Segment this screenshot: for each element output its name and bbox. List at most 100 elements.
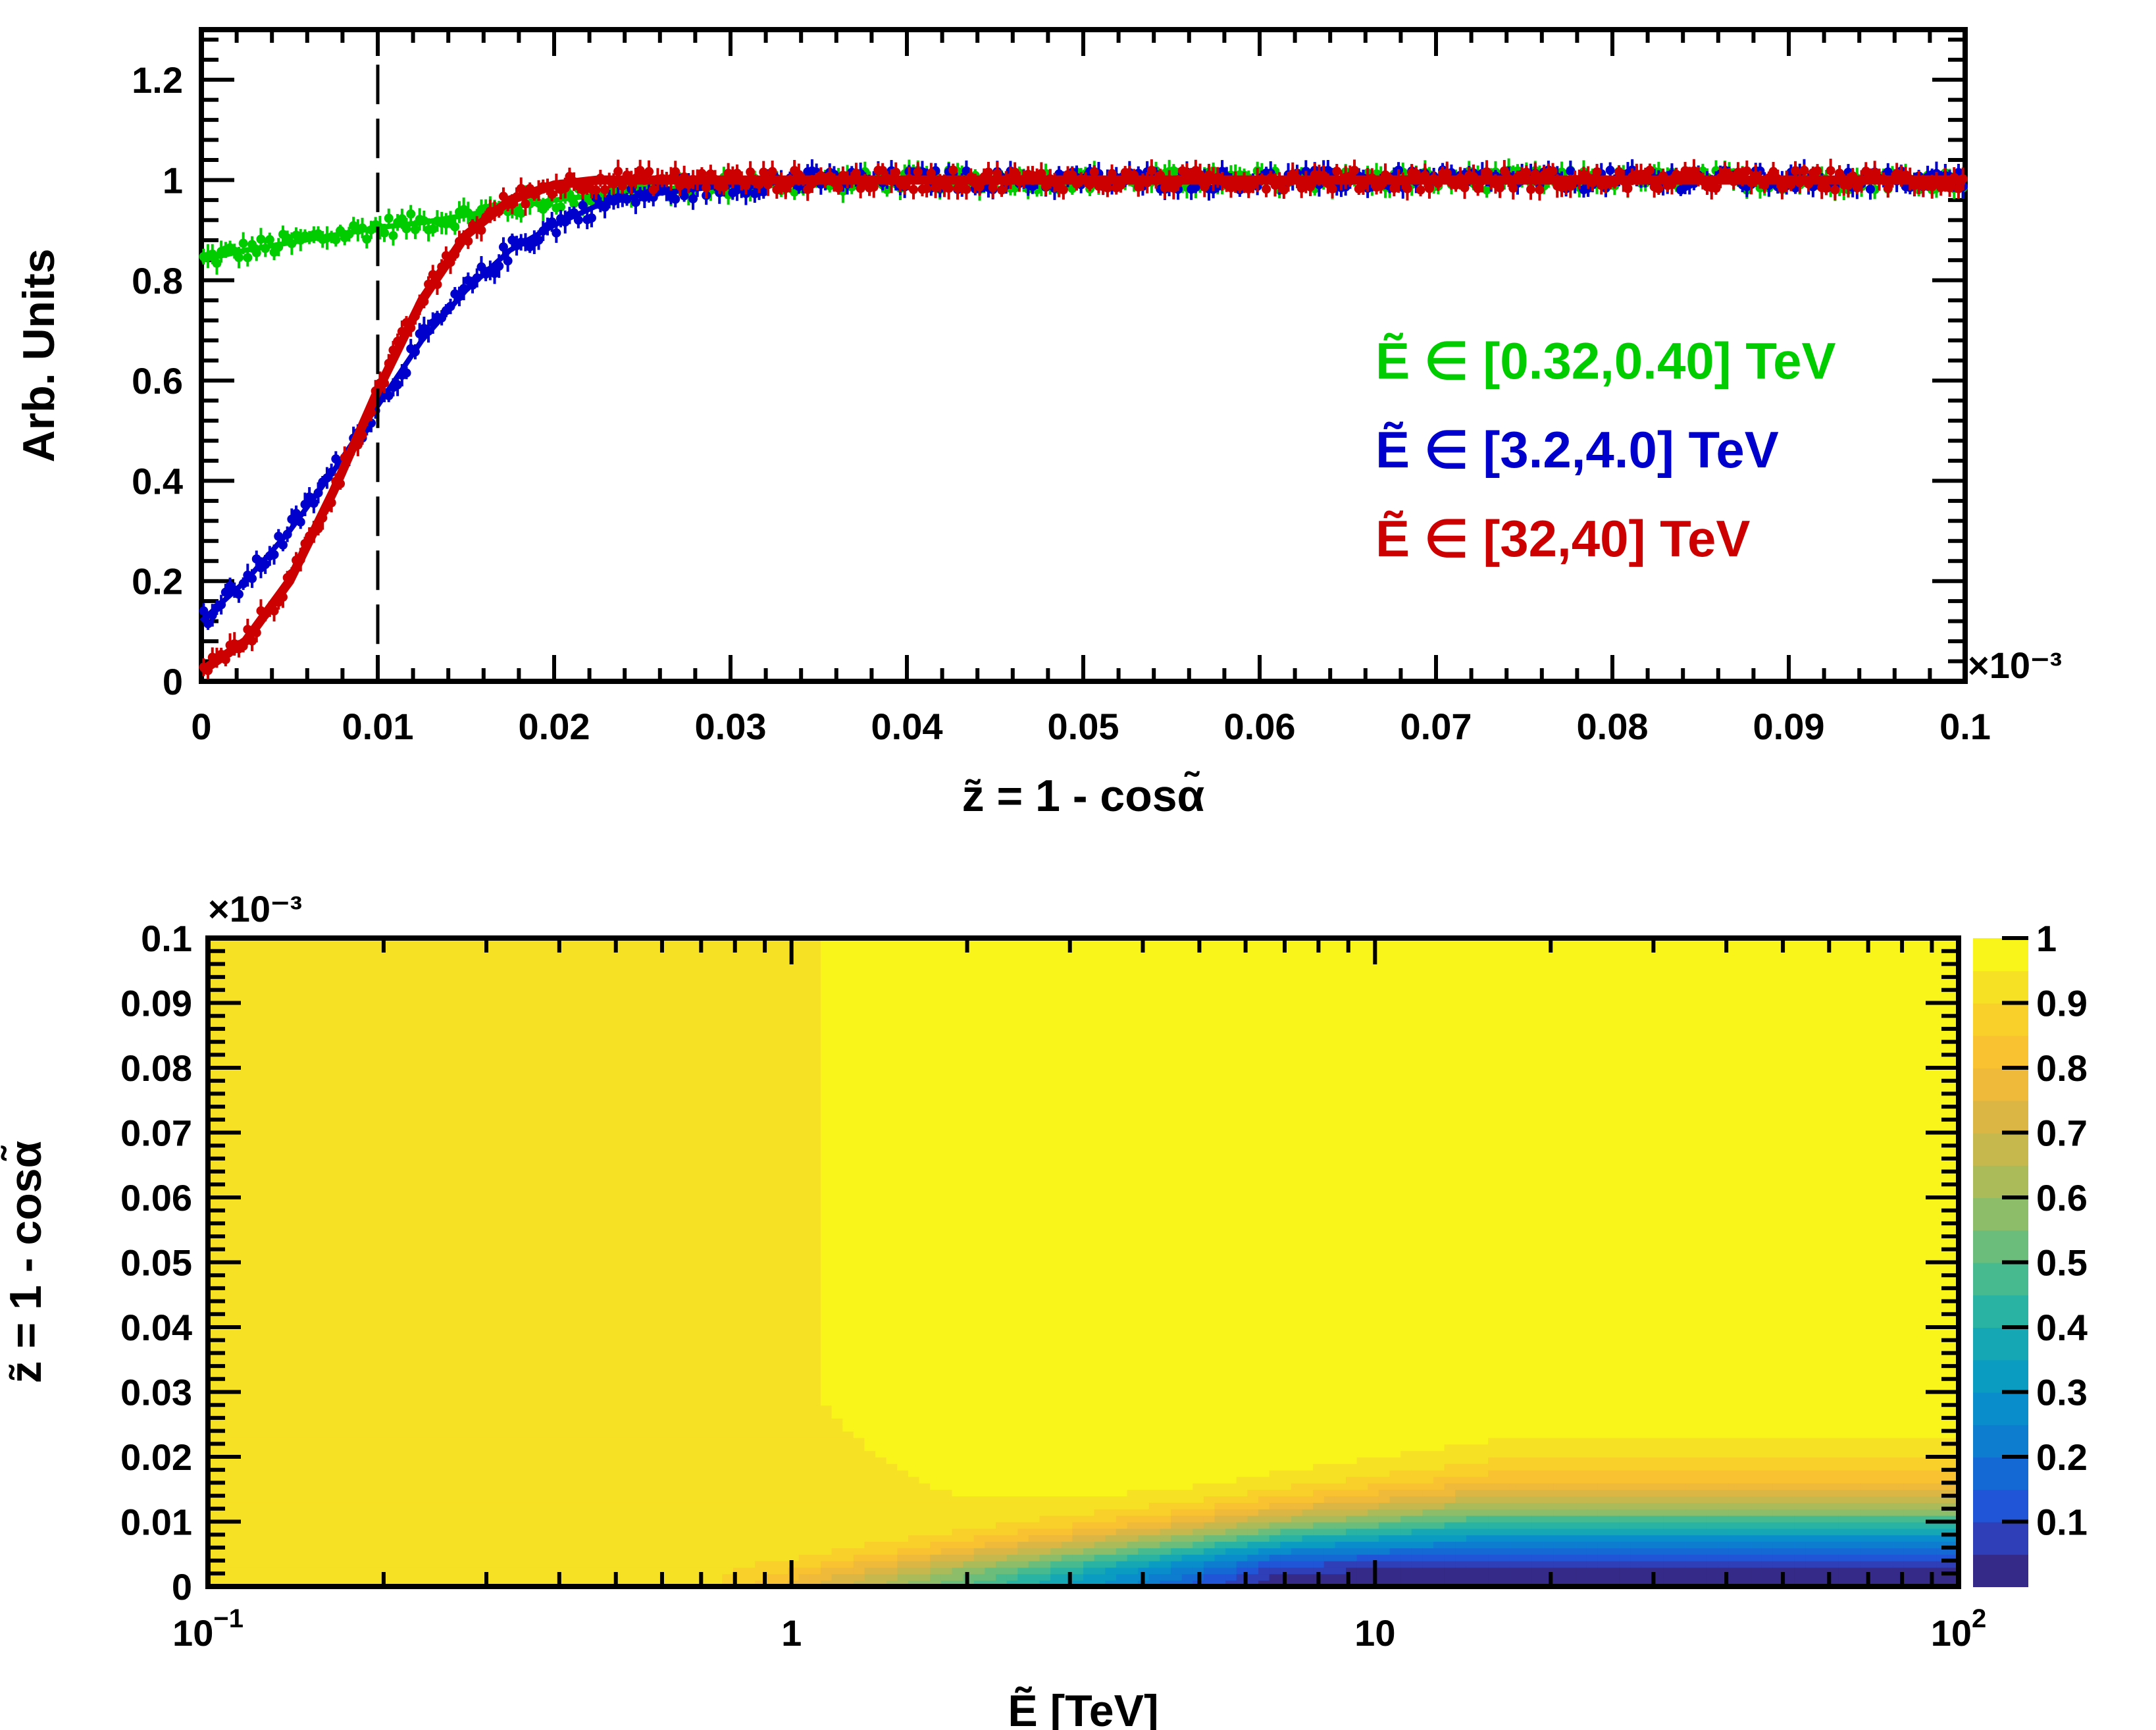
- heat-cell: [459, 1359, 471, 1367]
- heat-cell: [317, 1093, 329, 1101]
- heat-cell: [295, 1567, 307, 1575]
- heat-cell: [251, 1165, 264, 1172]
- x-tick-label: 0.08: [1577, 706, 1649, 747]
- heat-cell: [295, 1210, 307, 1218]
- heat-cell: [284, 1171, 296, 1179]
- heat-cell: [328, 1307, 340, 1315]
- heat-cell: [317, 1119, 329, 1127]
- heat-cell: [339, 1405, 351, 1413]
- heat-cell: [350, 1158, 362, 1166]
- heat-cell: [328, 1009, 340, 1017]
- heat-cell: [459, 1378, 471, 1386]
- heat-cell: [350, 1139, 362, 1147]
- data-point: [1058, 185, 1068, 195]
- heat-cell: [284, 1107, 296, 1114]
- heat-cell: [273, 1469, 286, 1477]
- heat-cell: [306, 1405, 319, 1413]
- heat-cell: [306, 1457, 319, 1464]
- heat-cell: [415, 951, 428, 958]
- heat-cell: [350, 1346, 362, 1354]
- heat-cell: [438, 1502, 449, 1509]
- heat-cell: [273, 1353, 286, 1361]
- heat-cell: [240, 1417, 253, 1425]
- heat-cell: [284, 1359, 296, 1367]
- heat-cell: [273, 1508, 286, 1516]
- heat-cell: [448, 1515, 461, 1523]
- heat-cell: [339, 1496, 351, 1503]
- heat-cell: [208, 977, 220, 984]
- heat-cell: [394, 1132, 406, 1140]
- heat-cell: [208, 983, 220, 991]
- heat-cell: [339, 1074, 351, 1082]
- heat-cell: [263, 1178, 274, 1186]
- heat-cell: [394, 1353, 406, 1361]
- heat-cell: [218, 1028, 231, 1036]
- heat-cell: [284, 1405, 296, 1413]
- heat-cell: [361, 1372, 373, 1380]
- heat-cell: [415, 1437, 428, 1445]
- heat-cell: [295, 1457, 307, 1464]
- heat-cell: [415, 1528, 428, 1536]
- heat-cell: [350, 1359, 362, 1367]
- heat-cell: [273, 1009, 286, 1017]
- heat-cell: [263, 938, 274, 945]
- heat-cell: [459, 1521, 471, 1529]
- heat-cell: [317, 1055, 329, 1062]
- heat-cell: [383, 1340, 395, 1348]
- heat-cell: [415, 1262, 428, 1270]
- heat-cell: [361, 1398, 373, 1406]
- heat-cell: [230, 1158, 242, 1166]
- data-point: [688, 194, 698, 203]
- heat-cell: [350, 1269, 362, 1276]
- heat-cell: [263, 1580, 274, 1586]
- heat-cell: [306, 1489, 319, 1497]
- heat-cell: [251, 1171, 264, 1179]
- heat-cell: [295, 1003, 307, 1010]
- heat-cell: [240, 1016, 253, 1024]
- heat-cell: [328, 1016, 340, 1024]
- heat-cell: [383, 1541, 395, 1548]
- heat-cell: [295, 1482, 307, 1490]
- heat-cell: [263, 1321, 274, 1328]
- heat-cell: [438, 1515, 449, 1523]
- heat-cell: [415, 1417, 428, 1425]
- heat-cell: [284, 1392, 296, 1400]
- heat-cell: [339, 1521, 351, 1529]
- heat-cell: [339, 1003, 351, 1010]
- heat-cell: [218, 1547, 231, 1555]
- heat-cell: [328, 1567, 340, 1575]
- heat-cell: [240, 944, 253, 952]
- heat-cell: [273, 1113, 286, 1120]
- heat-cell: [426, 1463, 439, 1471]
- heat-cell: [372, 938, 384, 945]
- heat-cell: [328, 1048, 340, 1056]
- heat-cell: [230, 1132, 242, 1140]
- y-tick-label: 1: [163, 159, 183, 201]
- heat-cell: [415, 1496, 428, 1503]
- top-x-tick-labels: 0 0.01 0.02 0.03 0.04 0.05 0.06 0.07 0.08 0.09 0.1: [191, 706, 1991, 747]
- heat-cell: [405, 1554, 417, 1561]
- heat-cell: [372, 1502, 384, 1509]
- heat-cell: [438, 957, 449, 965]
- data-point: [521, 199, 530, 209]
- heat-cell: [284, 1282, 296, 1289]
- heat-cell: [218, 1113, 231, 1120]
- heat-cell: [240, 1178, 253, 1186]
- heat-cell: [273, 1055, 286, 1062]
- heat-cell: [306, 1508, 319, 1516]
- heat-cell: [405, 1417, 417, 1425]
- heat-cell: [438, 1107, 449, 1114]
- heat-cell: [394, 1359, 406, 1367]
- heat-cell: [230, 1560, 242, 1568]
- data-point: [1102, 183, 1112, 193]
- heat-cell: [240, 1107, 253, 1114]
- heat-cell: [317, 1035, 329, 1043]
- heat-cell: [284, 970, 296, 978]
- heat-cell: [383, 1171, 395, 1179]
- heat-cell: [415, 1242, 428, 1250]
- heat-cell: [328, 1378, 340, 1386]
- top-x-multiplier: ×10⁻³: [1968, 644, 2062, 686]
- heat-cell: [361, 1301, 373, 1309]
- heat-cell: [372, 1223, 384, 1231]
- heat-cell: [438, 1087, 449, 1095]
